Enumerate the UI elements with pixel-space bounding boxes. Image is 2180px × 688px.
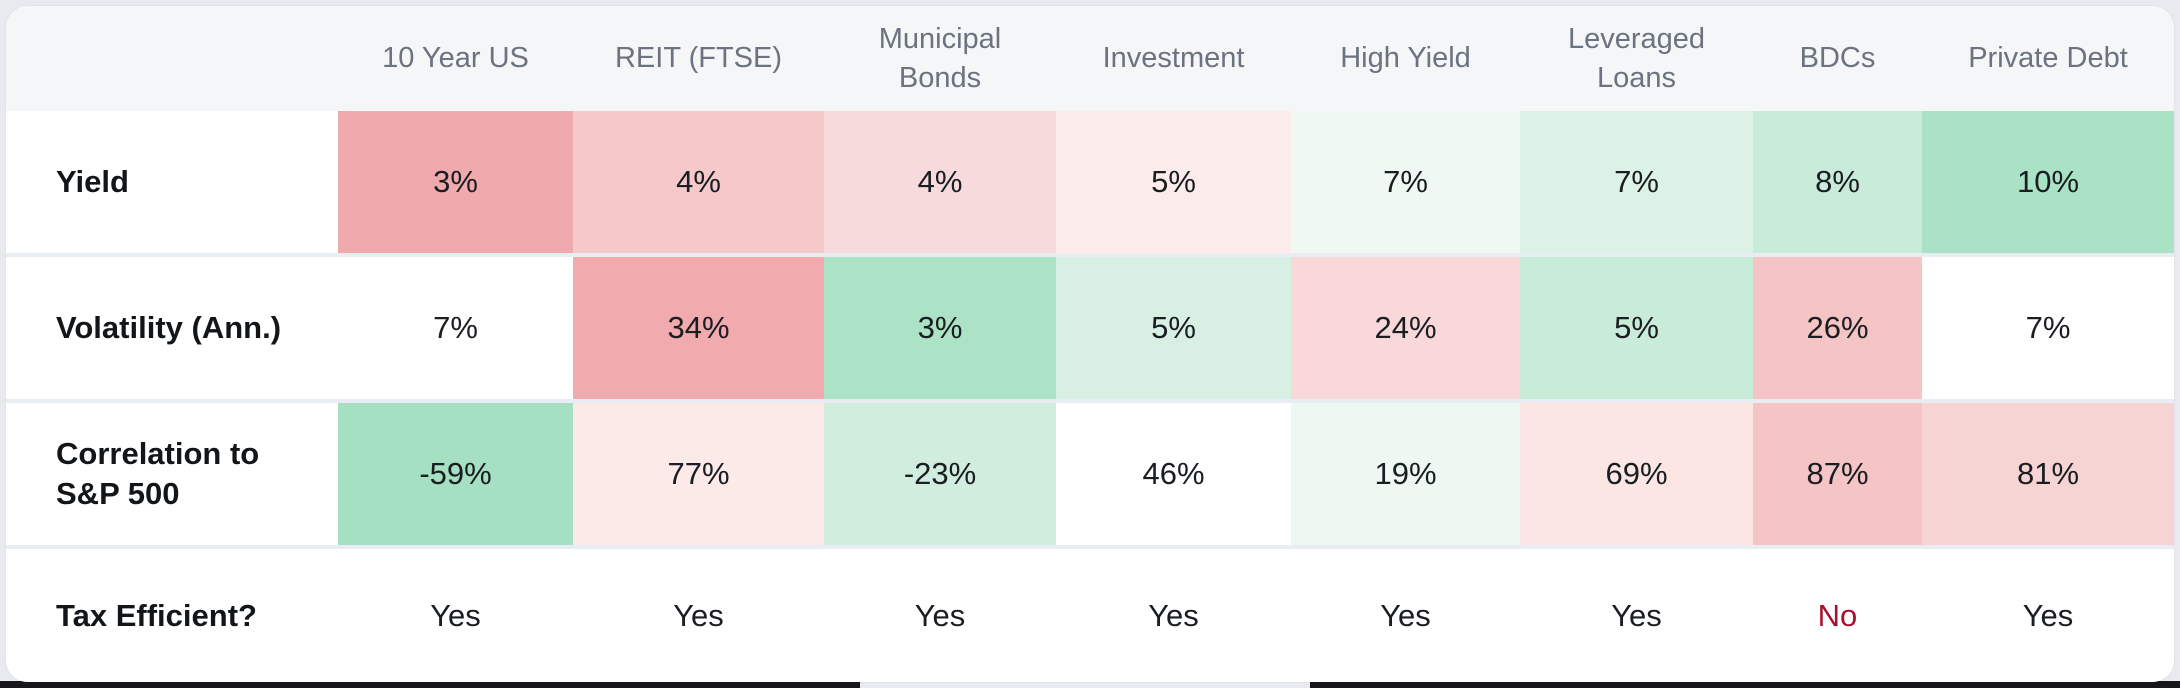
cell-tax-bdcs: No <box>1753 549 1922 682</box>
cell-correlation-private-debt: 81% <box>1922 403 2174 545</box>
cell-correlation-bdcs: 87% <box>1753 403 1922 545</box>
cell-volatility-bdcs: 26% <box>1753 257 1922 399</box>
row-label-yield: Yield <box>6 111 338 253</box>
cell-volatility-municipal-bonds: 3% <box>824 257 1056 399</box>
column-header-leveraged-loans: Leveraged Loans <box>1567 23 1706 94</box>
asset-comparison-table-card: 10 Year US REIT (FTSE) Municipal Bonds I… <box>6 6 2174 682</box>
table-header-row: 10 Year US REIT (FTSE) Municipal Bonds I… <box>6 6 2174 111</box>
cell-yield-investment: 5% <box>1056 111 1291 253</box>
cell-tax-reit-ftse: Yes <box>573 549 824 682</box>
column-header-reit-ftse: REIT (FTSE) <box>614 42 783 75</box>
cell-tax-leveraged-loans: Yes <box>1520 549 1753 682</box>
column-header-bdcs: BDCs <box>1799 42 1876 75</box>
row-label-correlation: Correlation to S&P 500 <box>6 403 338 545</box>
cell-tax-high-yield: Yes <box>1291 549 1520 682</box>
cell-correlation-reit-ftse: 77% <box>573 403 824 545</box>
cell-yield-bdcs: 8% <box>1753 111 1922 253</box>
cell-volatility-10-year-us: 7% <box>338 257 573 399</box>
cell-correlation-investment: 46% <box>1056 403 1291 545</box>
column-header-municipal-bonds: Municipal Bonds <box>878 23 1002 94</box>
table-row-volatility: Volatility (Ann.) 7% 34% 3% 5% 24% 5% 26… <box>6 257 2174 399</box>
cell-yield-leveraged-loans: 7% <box>1520 111 1753 253</box>
cell-yield-private-debt: 10% <box>1922 111 2174 253</box>
bottom-strip-light-segment <box>860 681 1310 688</box>
cell-yield-municipal-bonds: 4% <box>824 111 1056 253</box>
column-header-high-yield: High Yield <box>1340 42 1471 75</box>
cell-volatility-leveraged-loans: 5% <box>1520 257 1753 399</box>
column-header-investment: Investment <box>1102 42 1245 75</box>
row-separator <box>6 399 2174 403</box>
cell-correlation-10-year-us: -59% <box>338 403 573 545</box>
cell-tax-investment: Yes <box>1056 549 1291 682</box>
row-label-volatility: Volatility (Ann.) <box>6 257 338 399</box>
table-row-correlation: Correlation to S&P 500 -59% 77% -23% 46%… <box>6 403 2174 545</box>
row-separator <box>6 253 2174 257</box>
row-label-tax-efficient: Tax Efficient? <box>6 549 338 682</box>
column-header-10-year-us: 10 Year US <box>382 42 529 75</box>
cell-volatility-reit-ftse: 34% <box>573 257 824 399</box>
cell-correlation-municipal-bonds: -23% <box>824 403 1056 545</box>
cell-tax-municipal-bonds: Yes <box>824 549 1056 682</box>
header-corner-cell <box>6 6 338 111</box>
cell-yield-high-yield: 7% <box>1291 111 1520 253</box>
cell-correlation-leveraged-loans: 69% <box>1520 403 1753 545</box>
column-header-private-debt: Private Debt <box>1968 42 2128 75</box>
cell-tax-10-year-us: Yes <box>338 549 573 682</box>
table-row-yield: Yield 3% 4% 4% 5% 7% 7% 8% 10% <box>6 111 2174 253</box>
cell-volatility-high-yield: 24% <box>1291 257 1520 399</box>
cell-yield-10-year-us: 3% <box>338 111 573 253</box>
cell-volatility-investment: 5% <box>1056 257 1291 399</box>
row-separator <box>6 545 2174 549</box>
table-row-tax-efficient: Tax Efficient? Yes Yes Yes Yes Yes Yes N… <box>6 549 2174 682</box>
cell-volatility-private-debt: 7% <box>1922 257 2174 399</box>
cell-correlation-high-yield: 19% <box>1291 403 1520 545</box>
cell-tax-private-debt: Yes <box>1922 549 2174 682</box>
cell-yield-reit-ftse: 4% <box>573 111 824 253</box>
